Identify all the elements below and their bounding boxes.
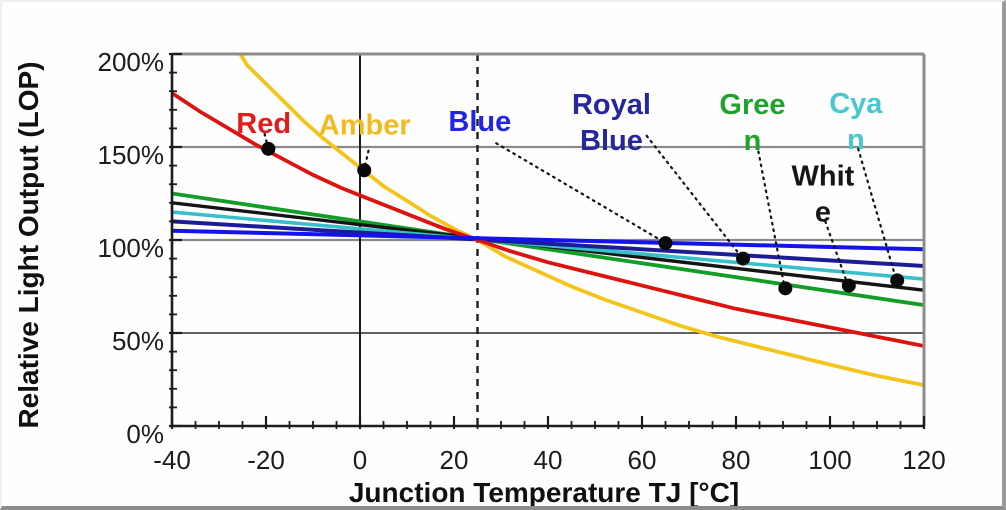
- x-tick-label--20: -20: [247, 445, 285, 475]
- x-tick-label-60: 60: [628, 445, 657, 475]
- y-axis-title: Relative Light Output (LOP): [13, 61, 44, 428]
- leader-line-royal-blue: [645, 134, 743, 259]
- x-tick-label-0: 0: [353, 445, 367, 475]
- x-tick-label-40: 40: [534, 445, 563, 475]
- x-tick-label-100: 100: [808, 445, 851, 475]
- curve-label-cyan: Cya n: [829, 88, 883, 156]
- series-line-blue: [172, 228, 924, 252]
- leader-line-white: [824, 220, 849, 285]
- data-point-dot-amber: [357, 163, 372, 178]
- curve-label-royal-blue: Royal Blue: [572, 89, 651, 157]
- leader-line-green: [756, 144, 786, 288]
- y-tick-label-50: 50%: [112, 326, 164, 356]
- x-tick-label-120: 120: [902, 445, 945, 475]
- curve-label-blue: Blue: [448, 106, 511, 138]
- curve-label-amber: Amber: [319, 110, 411, 142]
- x-tick-label-80: 80: [722, 445, 751, 475]
- curve-label-red: Red: [236, 108, 291, 140]
- data-point-dot-white: [841, 278, 856, 293]
- data-point-dot-cyan: [890, 273, 905, 288]
- y-tick-label-150: 150%: [98, 140, 165, 170]
- y-tick-label-200: 200%: [98, 47, 165, 77]
- y-tick-label-100: 100%: [98, 233, 165, 263]
- data-point-dot-blue: [658, 236, 673, 251]
- x-tick-label-20: 20: [440, 445, 469, 475]
- data-point-dot-royal-blue: [736, 251, 751, 266]
- data-point-dot-green: [778, 281, 793, 296]
- x-axis-title: Junction Temperature TJ [°C]: [349, 477, 739, 508]
- y-tick-label-0: 0%: [126, 419, 164, 449]
- leader-line-cyan: [857, 147, 897, 280]
- leader-line-blue: [495, 142, 665, 243]
- series-line-red: [172, 91, 924, 348]
- series-line-amber: [237, 54, 924, 387]
- data-point-dot-red: [261, 141, 276, 156]
- series-line-royal-blue: [172, 219, 924, 268]
- x-tick-label--40: -40: [153, 445, 191, 475]
- curve-label-green: Gree n: [719, 89, 785, 157]
- curve-label-white: Whit e: [792, 161, 855, 229]
- series-line-green: [172, 191, 924, 307]
- leader-line-red: [263, 132, 269, 149]
